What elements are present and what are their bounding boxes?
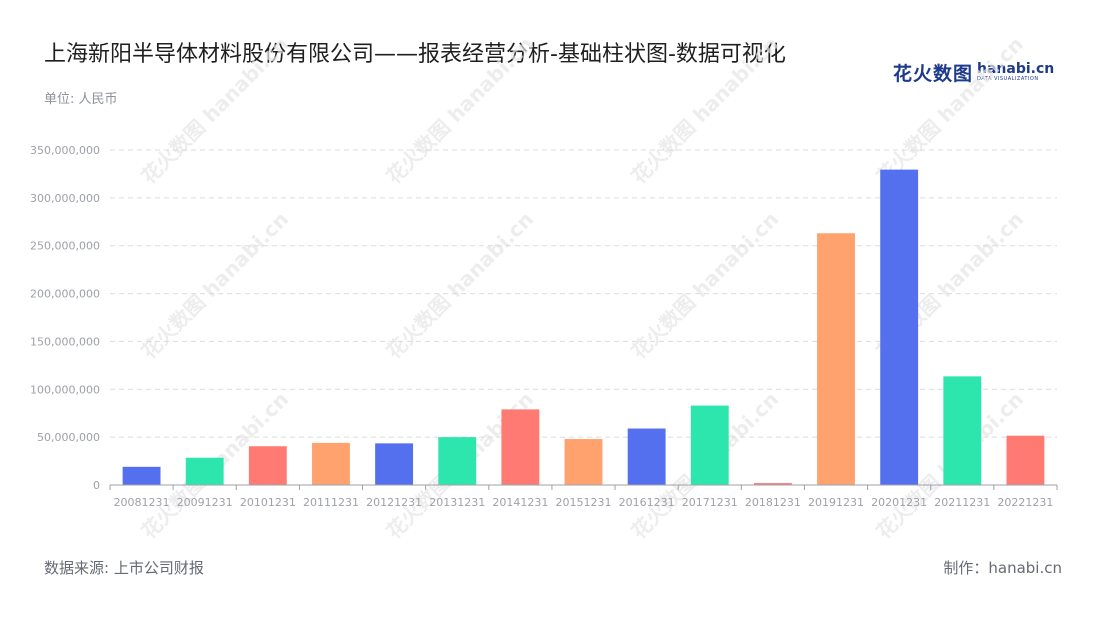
bar <box>943 376 982 485</box>
unit-label: 单位: 人民币 <box>44 92 118 107</box>
bars-layer <box>122 169 1045 485</box>
bar <box>753 483 792 485</box>
y-tick-label: 200,000,000 <box>30 288 100 301</box>
bar <box>880 169 919 485</box>
bar <box>375 443 414 485</box>
data-source: 数据来源: 上市公司财报 <box>44 559 204 577</box>
y-tick-label: 100,000,000 <box>30 383 100 396</box>
x-tick-label: 20111231 <box>303 496 359 509</box>
bar <box>564 439 603 485</box>
x-tick-label: 20161231 <box>619 496 675 509</box>
x-tick-label: 20221231 <box>997 496 1053 509</box>
watermark-text: 花火数图 hanabi.cn <box>382 32 538 188</box>
bar <box>817 233 855 485</box>
x-tick-label: 20201231 <box>871 496 927 509</box>
watermark-text: 花火数图 hanabi.cn <box>137 207 293 363</box>
x-tick-label: 20101231 <box>240 496 296 509</box>
y-tick-label: 300,000,000 <box>30 192 100 205</box>
grid-lines <box>110 149 1057 438</box>
x-axis: 20081231 20091231 20101231 20111231 20121231… <box>109 484 1058 509</box>
bar <box>122 466 161 485</box>
x-tick-label: 20181231 <box>745 496 801 509</box>
logo-en-text: hanabi.cn <box>977 61 1055 77</box>
x-tick-label: 20211231 <box>934 496 990 509</box>
x-tick-label: 20191231 <box>808 496 864 509</box>
bar <box>690 405 729 485</box>
y-tick-label: 0 <box>93 479 100 492</box>
x-tick-label: 20081231 <box>114 496 170 509</box>
bar <box>438 437 477 485</box>
y-tick-label: 50,000,000 <box>37 431 100 444</box>
y-tick-label: 150,000,000 <box>30 335 100 348</box>
maker-credit: 制作：hanabi.cn <box>943 559 1062 577</box>
bar <box>248 446 287 485</box>
x-tick-label: 20121231 <box>366 496 422 509</box>
bar <box>185 457 224 485</box>
logo-sub-text: DATA VISUALIZATION <box>977 76 1039 82</box>
watermark-text: 花火数图 hanabi.cn <box>627 207 783 363</box>
y-axis: 0 50,000,000 100,000,000 150,000,000 200,000… <box>30 144 100 492</box>
chart-title: 上海新阳半导体材料股份有限公司——报表经营分析-基础柱状图-数据可视化 <box>44 42 786 67</box>
watermark-text: 花火数图 hanabi.cn <box>382 207 538 363</box>
watermark-text: 花火数图 hanabi.cn <box>627 32 783 188</box>
bar <box>501 409 540 485</box>
x-tick-label: 20131231 <box>429 496 485 509</box>
y-tick-label: 350,000,000 <box>30 144 100 157</box>
hanabi-logo: 花火数图 hanabi.cn DATA VISUALIZATION <box>893 58 1054 86</box>
logo-cn-text: 花火数图 <box>893 62 974 85</box>
x-tick-label: 20091231 <box>177 496 233 509</box>
watermark-text: 花火数图 hanabi.cn <box>872 32 1028 188</box>
watermark-text: 花火数图 hanabi.cn <box>137 32 293 188</box>
x-tick-label: 20151231 <box>556 496 612 509</box>
x-tick-label: 20141231 <box>492 496 548 509</box>
bar <box>312 442 350 485</box>
bar <box>627 428 666 485</box>
x-tick-label: 20171231 <box>682 496 738 509</box>
bar <box>1006 435 1045 485</box>
y-tick-label: 250,000,000 <box>30 240 100 253</box>
